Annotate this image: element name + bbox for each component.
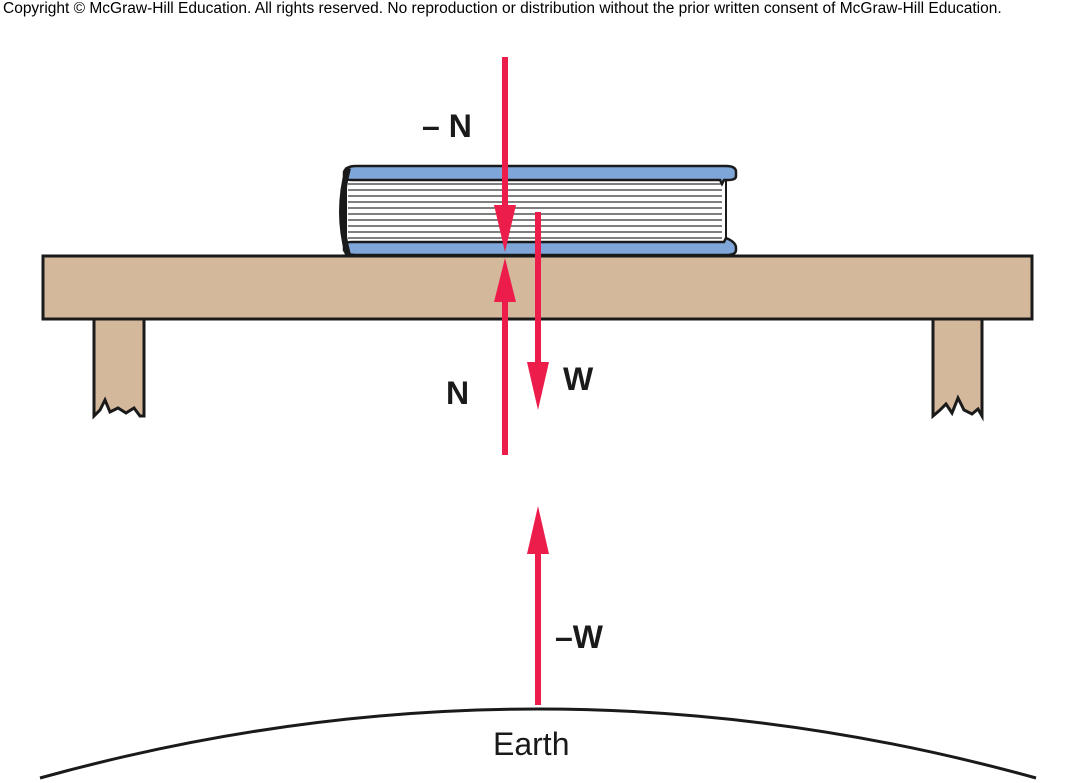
label-w: W bbox=[563, 361, 594, 397]
earth-surface bbox=[39, 707, 1037, 780]
label-n: N bbox=[446, 375, 469, 411]
force-arrow-w bbox=[527, 212, 549, 410]
copyright-notice: Copyright © McGraw-Hill Education. All r… bbox=[3, 0, 1002, 17]
force-arrow-n bbox=[494, 258, 516, 455]
force-arrow-negative-w bbox=[527, 506, 549, 705]
force-arrow-negative-n bbox=[494, 57, 516, 252]
label-earth: Earth bbox=[493, 726, 569, 762]
table-leg-right bbox=[931, 316, 984, 422]
label-negative-n: – N bbox=[422, 108, 472, 144]
table-leg-left bbox=[92, 316, 146, 420]
label-negative-w: –W bbox=[555, 619, 604, 655]
